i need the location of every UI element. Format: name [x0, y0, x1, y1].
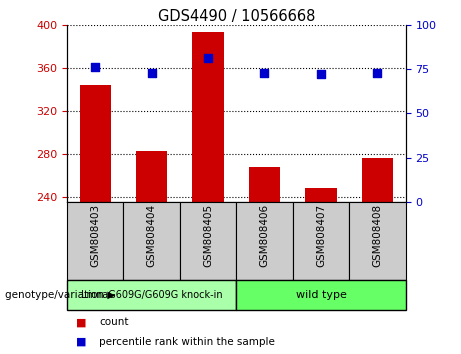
Text: ■: ■	[76, 318, 87, 327]
Bar	[80, 85, 111, 202]
Bar	[293, 202, 349, 280]
Text: genotype/variation ▶: genotype/variation ▶	[5, 290, 115, 300]
Point	[91, 64, 99, 70]
Point	[261, 70, 268, 75]
Text: GSM808404: GSM808404	[147, 204, 157, 267]
Bar	[306, 188, 337, 202]
Text: percentile rank within the sample: percentile rank within the sample	[99, 337, 275, 347]
Bar	[236, 202, 293, 280]
Text: GSM808407: GSM808407	[316, 204, 326, 267]
Bar	[123, 202, 180, 280]
Bar	[362, 158, 393, 202]
Text: wild type: wild type	[296, 290, 346, 300]
Text: GSM808408: GSM808408	[372, 204, 383, 267]
Bar	[67, 202, 123, 280]
Text: LmnaG609G/G609G knock-in: LmnaG609G/G609G knock-in	[81, 290, 222, 300]
Text: ■: ■	[76, 337, 87, 347]
Text: GSM808405: GSM808405	[203, 204, 213, 267]
Point	[317, 72, 325, 77]
Point	[374, 70, 381, 75]
Title: GDS4490 / 10566668: GDS4490 / 10566668	[158, 8, 315, 24]
Text: GSM808406: GSM808406	[260, 204, 270, 267]
Bar	[193, 32, 224, 202]
Bar	[136, 151, 167, 202]
Bar	[180, 202, 236, 280]
Bar	[236, 280, 406, 310]
Point	[204, 56, 212, 61]
Bar	[249, 167, 280, 202]
Point	[148, 70, 155, 75]
Text: GSM808403: GSM808403	[90, 204, 100, 267]
Bar	[349, 202, 406, 280]
Bar	[67, 280, 236, 310]
Text: count: count	[99, 318, 129, 327]
